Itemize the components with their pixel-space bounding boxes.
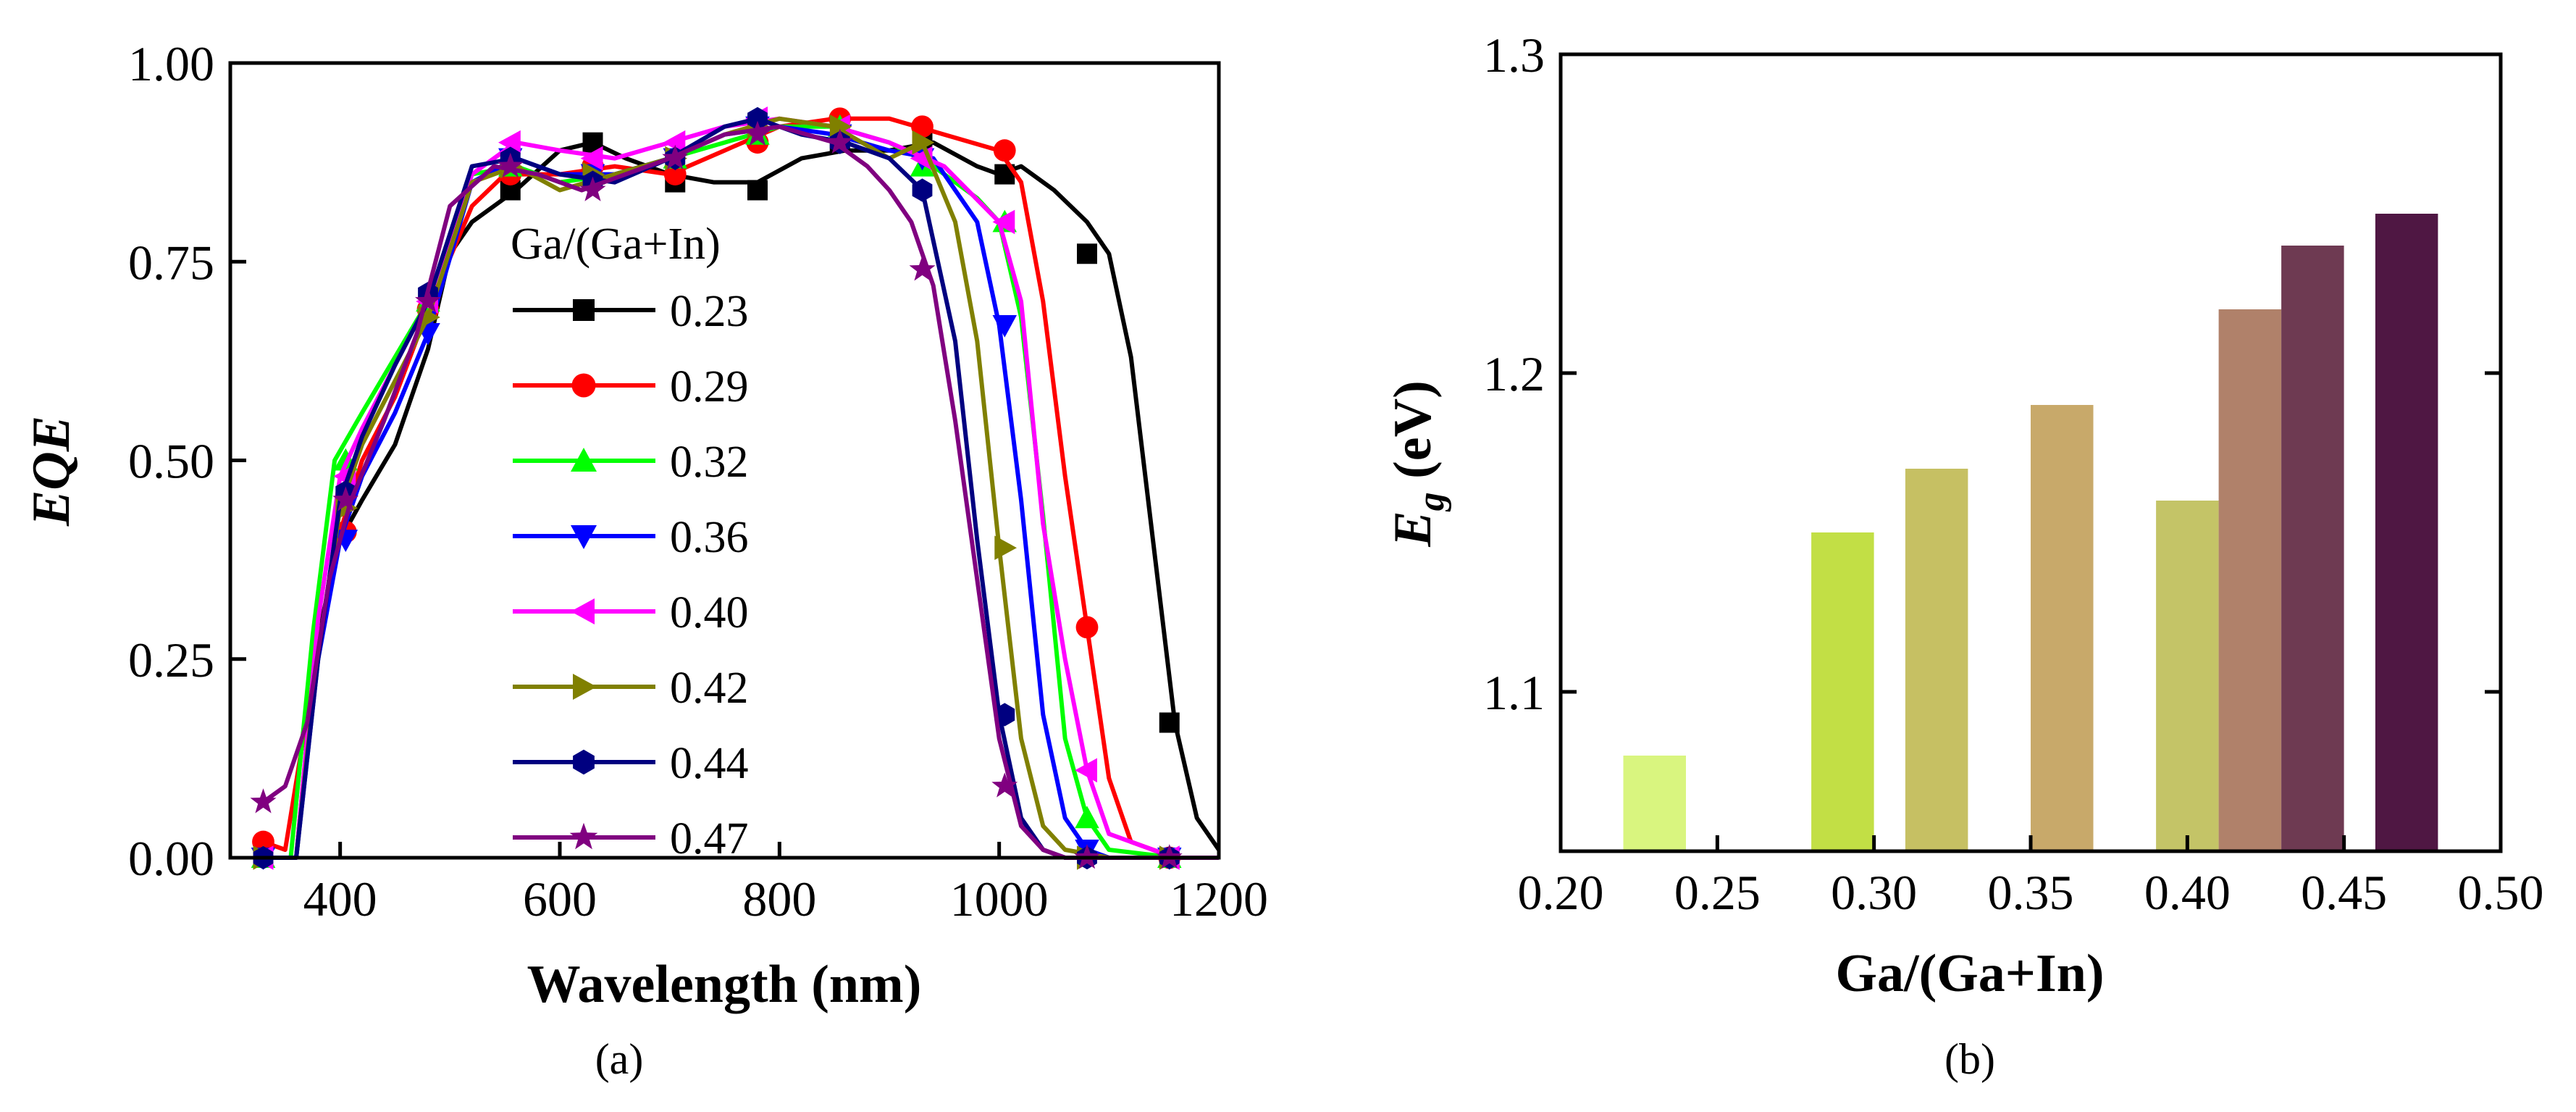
eqe-y-tick-label: 0.50 bbox=[128, 434, 214, 489]
eqe-marker-0.42 bbox=[829, 114, 852, 139]
legend-label-0.29: 0.29 bbox=[670, 362, 749, 411]
eqe-x-tick-label: 400 bbox=[303, 871, 377, 927]
eqe-marker-0.47 bbox=[579, 176, 606, 201]
bandgap-bar-0.4 bbox=[2156, 501, 2219, 851]
legend-marker-0.32 bbox=[571, 448, 597, 472]
legend-marker-0.29 bbox=[571, 373, 596, 398]
eqe-marker-0.32 bbox=[1075, 806, 1099, 829]
legend-marker-0.47 bbox=[569, 822, 598, 850]
bandgap-bar-0.42 bbox=[2218, 309, 2282, 851]
legend-title: Ga/(Ga+In) bbox=[511, 220, 721, 269]
eqe-marker-0.47 bbox=[497, 152, 524, 177]
eqe-series-group bbox=[250, 106, 1221, 870]
eqe-marker-0.23 bbox=[1077, 243, 1097, 264]
bandgap-x-tick-label: 0.30 bbox=[1831, 865, 1917, 920]
bandgap-y-label-unit: (eV) bbox=[1383, 380, 1443, 492]
eqe-marker-0.47 bbox=[250, 788, 277, 814]
eqe-y-axis-title: EQE bbox=[22, 416, 81, 527]
eqe-x-tick-label: 800 bbox=[742, 871, 816, 927]
eqe-marker-0.44 bbox=[747, 106, 768, 130]
eqe-marker-0.47 bbox=[826, 128, 853, 154]
eqe-marker-0.47 bbox=[662, 144, 689, 170]
eqe-x-ticks: 400 600 800 1000 1200 bbox=[303, 842, 1268, 927]
eqe-marker-0.47 bbox=[909, 256, 936, 281]
bandgap-y-tick-label: 1.2 bbox=[1483, 346, 1545, 401]
bandgap-bar-0.44 bbox=[2281, 246, 2344, 851]
eqe-marker-0.44 bbox=[994, 703, 1015, 727]
bandgap-bar-0.32 bbox=[1905, 469, 1968, 851]
eqe-legend: Ga/(Ga+In) 0.23 0.29 0.32 0.36 0.40 0.42 0.44 0… bbox=[511, 220, 749, 864]
bandgap-x-tick-label: 0.20 bbox=[1518, 865, 1604, 920]
bandgap-y-axis-title: Eg (eV) bbox=[1383, 380, 1452, 547]
eqe-marker-0.40 bbox=[580, 146, 603, 171]
eqe-x-axis-title: Wavelength (nm) bbox=[527, 955, 922, 1014]
eqe-x-tick-label: 1000 bbox=[950, 871, 1049, 927]
eqe-marker-0.40 bbox=[992, 209, 1015, 235]
bandgap-bars bbox=[1623, 214, 2438, 851]
eqe-y-tick-label: 0.25 bbox=[128, 632, 214, 687]
legend-marker-0.44 bbox=[573, 749, 595, 775]
legend-label-0.32: 0.32 bbox=[670, 438, 749, 487]
eqe-marker-0.40 bbox=[1075, 758, 1097, 783]
bandgap-x-tick-label: 0.50 bbox=[2458, 865, 2544, 920]
eqe-series-line-0.47 bbox=[261, 124, 1219, 860]
eqe-y-ticks: 0.00 0.25 0.50 0.75 1.00 bbox=[128, 36, 246, 886]
legend-marker-0.36 bbox=[571, 525, 597, 549]
legend-label-0.36: 0.36 bbox=[670, 513, 749, 562]
legend-label-0.23: 0.23 bbox=[670, 287, 749, 336]
bandgap-x-axis-title: Ga/(Ga+In) bbox=[1835, 944, 2104, 1003]
bandgap-y-label-sub: g bbox=[1411, 492, 1452, 511]
bandgap-y-tick-label: 1.1 bbox=[1483, 665, 1545, 720]
bandgap-bar-0.36 bbox=[2031, 405, 2094, 851]
bandgap-x-tick-label: 0.45 bbox=[2301, 865, 2387, 920]
bandgap-x-tick-label: 0.25 bbox=[1674, 865, 1761, 920]
eqe-x-tick-label: 600 bbox=[523, 871, 597, 927]
eqe-marker-0.40 bbox=[498, 130, 521, 155]
bandgap-bar-0.29 bbox=[1811, 532, 1874, 851]
eqe-y-tick-label: 1.00 bbox=[128, 36, 214, 91]
legend-label-0.44: 0.44 bbox=[670, 739, 749, 788]
eqe-marker-0.29 bbox=[1075, 616, 1099, 639]
eqe-chart-panel: 400 600 800 1000 1200 0.00 0.25 0.50 0.75 1.00 G… bbox=[22, 36, 1268, 1083]
eqe-marker-0.44 bbox=[912, 178, 933, 202]
panel-label-b: (b) bbox=[1944, 1035, 1995, 1083]
bandgap-x-tick-label: 0.40 bbox=[2144, 865, 2231, 920]
legend-marker-0.40 bbox=[571, 598, 595, 624]
eqe-marker-0.23 bbox=[1159, 712, 1180, 733]
eqe-y-tick-label: 0.00 bbox=[128, 831, 214, 886]
eqe-x-tick-label: 1200 bbox=[1170, 871, 1268, 927]
eqe-marker-0.29 bbox=[252, 830, 274, 853]
bandgap-bar-0.23 bbox=[1623, 756, 1686, 851]
panel-label-a: (a) bbox=[595, 1035, 644, 1083]
eqe-marker-0.29 bbox=[911, 115, 934, 138]
bandgap-bar-0.47 bbox=[2375, 214, 2438, 851]
eqe-marker-0.29 bbox=[993, 139, 1016, 162]
eqe-marker-0.23 bbox=[747, 180, 768, 201]
bandgap-y-label-main: E bbox=[1383, 511, 1443, 547]
bandgap-x-tick-label: 0.35 bbox=[1988, 865, 2074, 920]
legend-label-0.47: 0.47 bbox=[670, 814, 749, 864]
bandgap-y-tick-label: 1.3 bbox=[1483, 28, 1545, 83]
eqe-marker-0.47 bbox=[332, 486, 359, 511]
eqe-series-line-0.23 bbox=[263, 140, 1221, 860]
eqe-marker-0.42 bbox=[912, 130, 935, 155]
eqe-marker-0.36 bbox=[992, 315, 1017, 338]
eqe-marker-0.42 bbox=[994, 535, 1017, 560]
eqe-marker-0.40 bbox=[663, 130, 686, 155]
legend-label-0.40: 0.40 bbox=[670, 588, 749, 637]
eqe-marker-0.29 bbox=[663, 163, 687, 185]
legend-label-0.42: 0.42 bbox=[670, 664, 749, 713]
bandgap-y-ticks: 1.1 1.2 1.3 bbox=[1483, 28, 2501, 720]
bandgap-x-ticks: 0.20 0.25 0.30 0.35 0.40 0.45 0.50 bbox=[1518, 835, 2544, 920]
eqe-y-tick-label: 0.75 bbox=[128, 235, 214, 290]
eqe-marker-0.47 bbox=[991, 772, 1018, 798]
legend-marker-0.42 bbox=[573, 674, 597, 700]
eqe-marker-0.47 bbox=[415, 288, 441, 313]
legend-marker-0.23 bbox=[573, 299, 595, 321]
bandgap-chart-panel: 0.20 0.25 0.30 0.35 0.40 0.45 0.50 1.1 1.2 1.3 G… bbox=[1383, 28, 2544, 1083]
eqe-marker-0.47 bbox=[744, 120, 771, 146]
